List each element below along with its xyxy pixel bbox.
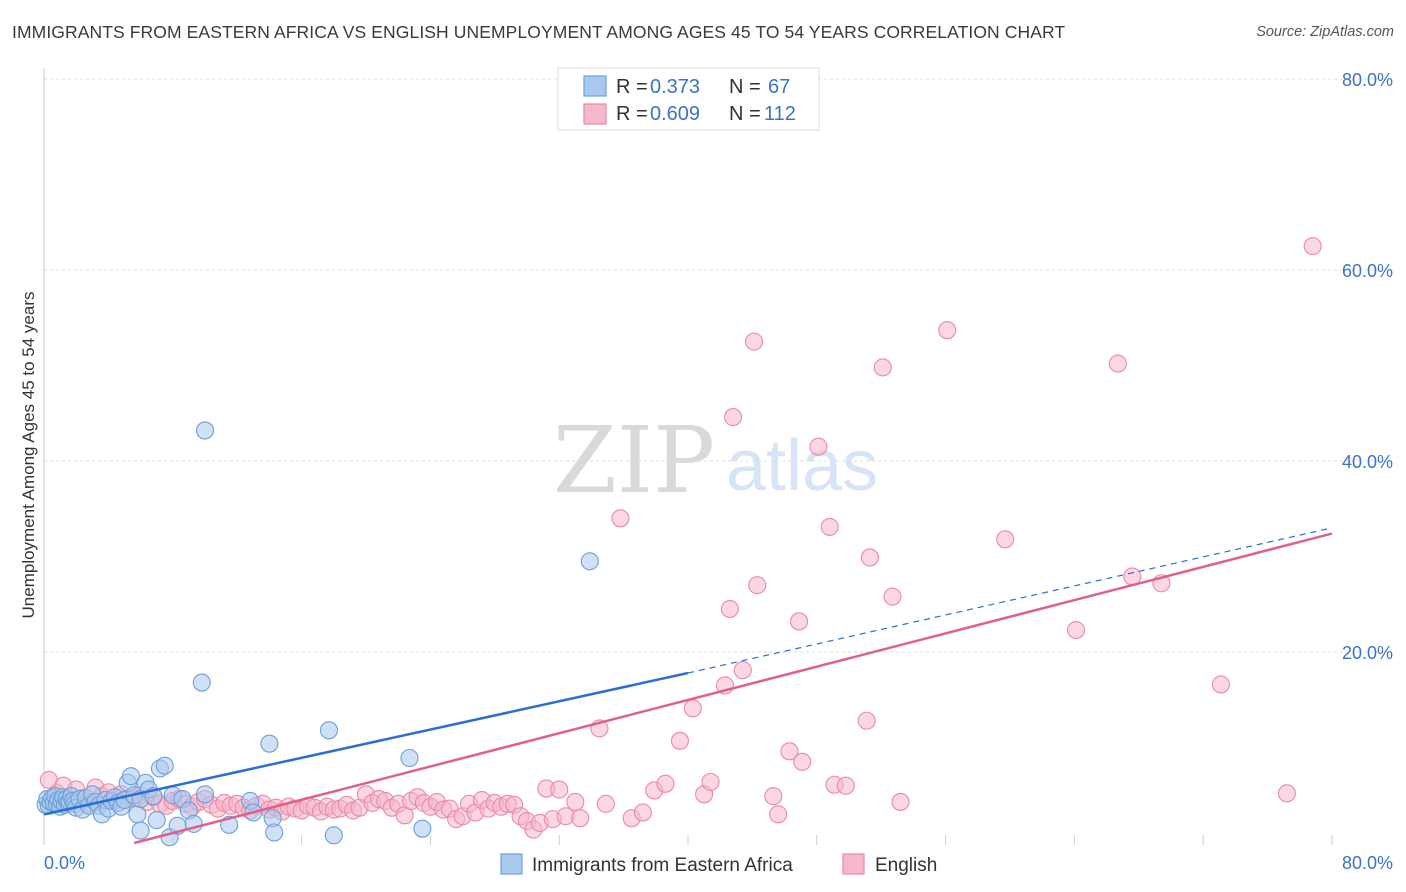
eastern-africa-point [128, 805, 147, 824]
english-point [938, 321, 957, 340]
english-point [780, 742, 799, 761]
eastern-africa-point [260, 734, 279, 753]
legend-swatch-pink [583, 103, 607, 125]
english-points [39, 237, 1322, 839]
trend-lines [43, 527, 1333, 845]
english-point [860, 548, 879, 567]
english-point [683, 699, 702, 718]
y-tick-label: 60.0% [1342, 261, 1393, 281]
english-point [744, 332, 764, 351]
english-point [748, 576, 767, 595]
english-point [724, 408, 743, 427]
english-point [720, 599, 739, 619]
x-tick-label-min: 0.0% [44, 853, 85, 873]
english-point [633, 803, 652, 822]
eastern-africa-point [192, 673, 211, 692]
source-credit: Source: ZipAtlas.com [1256, 24, 1394, 40]
y-tick-label: 20.0% [1342, 643, 1393, 663]
watermark-zip: ZIP [553, 407, 715, 514]
english-point [670, 731, 690, 750]
english-point [1277, 784, 1296, 803]
legend-n-label-2: N = [729, 103, 761, 125]
english-point [1303, 237, 1322, 256]
x-tick-label-max: 80.0% [1342, 853, 1393, 873]
english-point [820, 517, 839, 536]
english-point [764, 787, 783, 806]
english-point [873, 358, 892, 377]
eastern-africa-point [319, 721, 339, 740]
english-point [1108, 354, 1127, 373]
legend-n-value-2: 112 [764, 103, 796, 125]
chart-title: IMMIGRANTS FROM EASTERN AFRICA VS ENGLIS… [12, 22, 1066, 42]
y-tick-label: 40.0% [1342, 452, 1393, 472]
english-point [883, 587, 902, 606]
english-point [891, 792, 910, 811]
english-point [596, 794, 615, 813]
eastern-africa-point [324, 826, 343, 845]
eastern-africa-point [195, 785, 215, 804]
english-point [1066, 620, 1086, 640]
watermark-atlas: atlas [726, 426, 878, 506]
english-point [836, 776, 855, 795]
series-swatch-pink [842, 853, 865, 875]
english-point [656, 774, 675, 793]
english-point [733, 661, 752, 680]
legend-r-value-2: 0.609 [650, 103, 700, 125]
eastern-africa-point [155, 756, 174, 775]
eastern-africa-point [400, 748, 419, 768]
eastern-africa-point [195, 421, 215, 440]
legend-n-label-1: N = [729, 76, 761, 98]
legend-r-label-2: R = [616, 103, 648, 125]
eastern-africa-point [131, 821, 150, 840]
english-point [857, 711, 876, 730]
eastern-africa-points [36, 421, 599, 847]
series-label-english: English [875, 855, 937, 876]
english-point [611, 509, 630, 528]
english-point [809, 437, 828, 456]
english-trend-line [133, 532, 1333, 845]
eastern-africa-point [413, 819, 432, 838]
gridlines [44, 78, 1392, 845]
legend-swatch-blue [583, 75, 607, 97]
english-point [793, 752, 812, 771]
y-tick-labels: 20.0% 40.0% 60.0% 80.0% [1342, 70, 1393, 663]
series-swatch-blue [500, 853, 523, 875]
english-point [996, 530, 1015, 549]
legend-r-value-1: 0.373 [650, 76, 700, 98]
english-point [701, 772, 720, 791]
y-axis-label: Unemployment Among Ages 45 to 54 years [19, 292, 38, 619]
legend-r-label-1: R = [616, 76, 648, 98]
correlation-legend: R = 0.373 N = 67 R = 0.609 N = 112 [557, 67, 820, 131]
y-tick-label: 80.0% [1342, 70, 1393, 90]
eastern-africa-point [147, 811, 166, 830]
eastern-africa-trend-line [43, 671, 689, 816]
english-point [566, 792, 585, 811]
english-point [769, 805, 788, 824]
english-point [1211, 675, 1230, 694]
eastern-africa-trend-extension [687, 527, 1333, 674]
series-legend: Immigrants from Eastern Africa English [500, 853, 937, 876]
series-label-eastern-africa: Immigrants from Eastern Africa [532, 855, 793, 876]
english-point [790, 612, 809, 631]
eastern-africa-point [580, 552, 599, 571]
english-point [550, 780, 569, 799]
eastern-africa-point [265, 823, 284, 842]
legend-n-value-1: 67 [768, 76, 790, 98]
english-point [571, 809, 590, 828]
